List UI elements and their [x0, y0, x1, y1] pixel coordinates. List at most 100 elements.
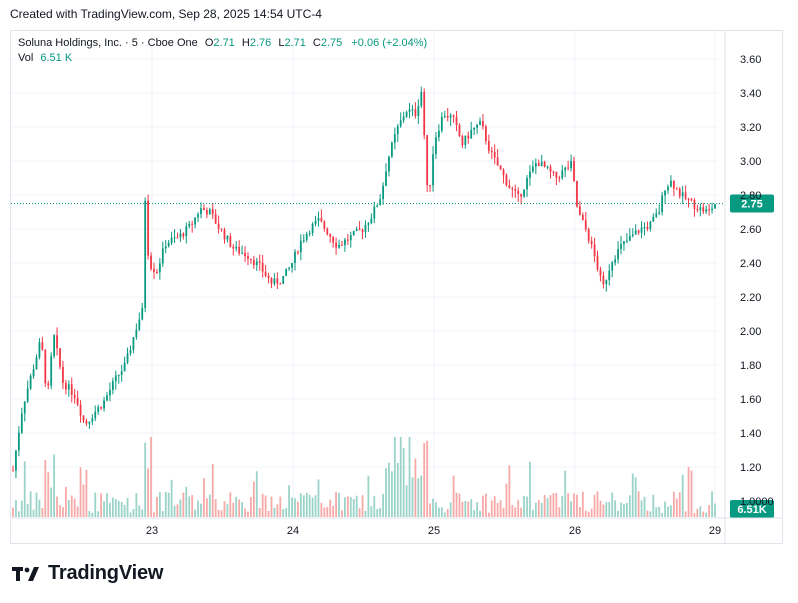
candle-body: [376, 205, 379, 207]
symbol-label[interactable]: Soluna Holdings, Inc. · 5 · Cboe One: [18, 37, 198, 49]
y-tick-label: 1.40: [740, 428, 761, 440]
candle-body: [346, 239, 349, 241]
volume-bar: [625, 502, 628, 517]
candle-body: [111, 381, 114, 391]
candle-body: [211, 209, 214, 215]
chart-area[interactable]: 2.75 6.51K 3.60 3.40 3.20 3.00 2.80 2.60 2.40 2.…: [10, 30, 783, 544]
candle-body: [543, 161, 546, 167]
candle-body: [291, 262, 293, 268]
volume-bar: [714, 503, 716, 517]
candle-body: [558, 177, 561, 179]
volume-bar: [111, 497, 114, 517]
candle-body: [611, 262, 614, 271]
candle-body: [408, 109, 411, 112]
candle-body: [487, 141, 490, 151]
price-chart[interactable]: 2.75 6.51K 3.60 3.40 3.20 3.00 2.80 2.60 2.40 2.…: [11, 31, 783, 544]
volume-bar: [364, 510, 367, 517]
candle-body: [323, 221, 326, 229]
candle-body: [264, 271, 267, 276]
volume-bar: [417, 478, 420, 517]
volume-bar: [106, 493, 108, 517]
candle-body: [455, 116, 458, 126]
volume-bar: [297, 501, 299, 517]
y-tick-label: 1.60: [740, 394, 761, 406]
candle-body: [294, 251, 296, 263]
candle-body: [62, 366, 64, 383]
volume-bar: [675, 498, 678, 517]
candle-body: [123, 362, 126, 372]
volume-bar: [514, 507, 517, 517]
volume-bar: [711, 491, 713, 517]
candle-body: [405, 111, 408, 117]
candle-body: [188, 223, 191, 227]
candle-body: [147, 200, 150, 256]
y-tick-label: 1.80: [740, 360, 761, 372]
candle-body: [552, 171, 555, 173]
volume-bar: [329, 499, 332, 517]
candle-body: [446, 116, 449, 118]
candle-body: [652, 216, 655, 222]
volume-bar: [114, 499, 117, 517]
y-tick-label: 2.80: [740, 190, 761, 202]
candle-body: [382, 185, 384, 200]
candle-body: [505, 175, 508, 186]
x-tick-label: 23: [146, 525, 158, 537]
candle-body: [332, 236, 335, 243]
volume-bar: [587, 511, 590, 517]
volume-label[interactable]: Vol: [18, 52, 34, 64]
volume-bar: [664, 501, 666, 517]
candle-body: [103, 400, 105, 409]
volume-bar: [53, 454, 56, 517]
volume-bar: [658, 506, 661, 517]
volume-bar: [637, 491, 640, 517]
candle-body: [658, 212, 661, 214]
candle-body: [620, 244, 622, 250]
candle-body: [617, 249, 619, 260]
candle-body: [470, 129, 473, 139]
candle-body: [120, 371, 123, 376]
candle-body: [126, 353, 129, 363]
candle-body: [517, 190, 520, 194]
volume-bar: [399, 437, 402, 517]
volume-bar: [484, 493, 487, 517]
volume-bar: [643, 496, 646, 517]
candle-body: [440, 116, 443, 131]
candle-body: [391, 142, 393, 157]
candle-body: [643, 227, 646, 229]
x-tick-label: 25: [428, 525, 440, 537]
volume-bar: [537, 500, 540, 517]
volume-bar: [620, 502, 622, 517]
candle-body: [702, 207, 705, 212]
y-tick-label: 2.20: [740, 292, 761, 304]
volume-bar: [103, 501, 105, 517]
y-tick-label: 1.20: [740, 462, 761, 474]
candle-body: [523, 189, 525, 197]
volume-bar: [88, 511, 91, 517]
candle-body: [467, 135, 470, 139]
tradingview-logo[interactable]: TradingView: [12, 562, 163, 585]
volume-bar: [391, 471, 393, 517]
candle-body: [311, 223, 314, 233]
volume-bar: [358, 508, 361, 517]
volume-bar: [317, 479, 320, 517]
candle-body: [214, 214, 217, 224]
candle-body: [385, 171, 387, 186]
candle-body: [114, 375, 117, 382]
candle-body: [158, 263, 161, 273]
candle-body: [435, 137, 437, 155]
volume-bar: [470, 499, 473, 517]
volume-bar: [581, 491, 584, 517]
volume-bar: [203, 478, 205, 517]
volume-bar: [455, 492, 458, 517]
candle-body: [53, 335, 56, 357]
candle-body: [76, 397, 79, 405]
candle-body: [540, 161, 543, 166]
candle-body: [138, 319, 141, 330]
candle-body: [608, 270, 611, 280]
volume-bar: [197, 500, 199, 517]
volume-bar: [646, 510, 649, 517]
candle-body: [640, 227, 643, 233]
volume-bar: [158, 492, 161, 517]
candle-body: [320, 217, 323, 222]
volume-bar: [29, 491, 32, 517]
